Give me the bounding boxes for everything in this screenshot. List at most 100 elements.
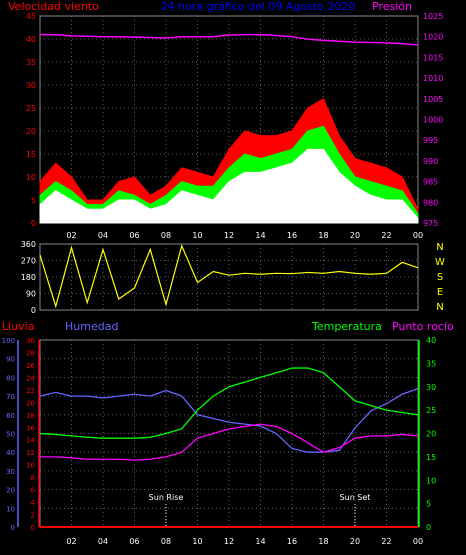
x-tick-label: 22 — [381, 231, 391, 240]
y-tick-label: 0 — [11, 524, 15, 532]
y-tick-label: 20 — [26, 127, 36, 136]
x-tick-label: 16 — [287, 537, 297, 546]
pressure-line — [40, 33, 419, 46]
y-tick-label: 16 — [26, 424, 35, 432]
y-tick-label: 0 — [426, 523, 431, 532]
wind-speed-label: Velocidad viento — [8, 0, 99, 13]
compass-label: S — [437, 272, 443, 283]
y-tick-label: 20 — [26, 399, 35, 407]
y-tick-label: 14 — [26, 437, 35, 445]
y-tick-label: 24 — [26, 374, 35, 382]
x-tick-label: 20 — [350, 537, 360, 546]
y-tick-label: 5 — [31, 196, 36, 205]
temp-humidity-panel: 0102030405060708090100024681012141618202… — [2, 336, 437, 546]
x-tick-label: 12 — [224, 537, 234, 546]
x-tick-label: 00 — [413, 231, 423, 240]
y-tick-label: 22 — [26, 387, 35, 395]
y-tick-label: 1000 — [423, 116, 443, 125]
y-tick-label: 35 — [26, 58, 36, 67]
y-tick-label: 30 — [26, 337, 35, 345]
y-tick-label: 1010 — [423, 74, 443, 83]
x-tick-label: 14 — [255, 537, 265, 546]
y-tick-label: 80 — [6, 374, 15, 382]
x-tick-label: 22 — [381, 537, 391, 546]
y-tick-label: 26 — [26, 362, 35, 370]
y-tick-label: 1015 — [423, 53, 443, 62]
compass-label: N — [436, 242, 443, 253]
y-tick-label: 270 — [21, 257, 36, 266]
y-tick-label: 360 — [21, 240, 36, 249]
y-tick-label: 40 — [6, 449, 15, 457]
x-tick-label: 06 — [129, 231, 139, 240]
y-tick-label: 980 — [423, 198, 438, 207]
y-tick-label: 10 — [26, 173, 36, 182]
y-tick-label: 10 — [426, 476, 436, 485]
chart-title: 24 hora gráfico del 09 Agosto 2020 — [161, 0, 356, 13]
humidity-label: Humedad — [65, 320, 118, 333]
x-tick-label: 02 — [66, 537, 76, 546]
y-tick-label: 15 — [426, 453, 436, 462]
x-tick-label: 10 — [192, 537, 202, 546]
y-tick-label: 6 — [31, 487, 36, 495]
y-tick-label: 985 — [423, 178, 438, 187]
y-tick-label: 25 — [26, 104, 36, 113]
y-tick-label: 10 — [26, 462, 35, 470]
y-tick-label: 995 — [423, 136, 438, 145]
y-tick-label: 50 — [6, 431, 15, 439]
x-tick-label: 00 — [413, 537, 423, 546]
y-tick-label: 1020 — [423, 33, 443, 42]
dew-point-label: Punto rocío — [392, 320, 454, 333]
wind-pressure-panel: 0510152025303540459759809859909951000100… — [26, 12, 444, 240]
series-line-humedad-0 — [39, 388, 419, 453]
y-tick-label: 70 — [6, 393, 15, 401]
temperature-label: Temperatura — [311, 320, 382, 333]
x-tick-label: 14 — [255, 231, 265, 240]
y-tick-label: 15 — [26, 150, 36, 159]
y-tick-label: 12 — [26, 449, 35, 457]
y-tick-label: 90 — [6, 356, 15, 364]
y-tick-label: 35 — [426, 359, 436, 368]
y-tick-label: 30 — [426, 383, 436, 392]
compass-label: W — [435, 257, 445, 268]
rain-label: Lluvia — [2, 320, 34, 333]
y-tick-label: 0 — [31, 219, 36, 228]
y-tick-label: 990 — [423, 157, 438, 166]
x-tick-label: 10 — [192, 231, 202, 240]
y-tick-label: 8 — [31, 474, 35, 482]
x-tick-label: 12 — [224, 231, 234, 240]
y-tick-label: 60 — [6, 412, 15, 420]
y-tick-label: 1005 — [423, 95, 443, 104]
y-tick-label: 30 — [6, 468, 15, 476]
y-tick-label: 0 — [31, 524, 35, 532]
y-tick-label: 0 — [31, 306, 36, 315]
sun-annotation: Sun Set — [340, 493, 371, 502]
y-tick-label: 100 — [2, 337, 15, 345]
x-tick-label: 04 — [98, 231, 108, 240]
y-tick-label: 90 — [26, 290, 36, 299]
x-tick-label: 18 — [318, 231, 328, 240]
x-tick-label: 06 — [129, 537, 139, 546]
y-tick-label: 30 — [26, 81, 36, 90]
y-tick-label: 45 — [26, 12, 36, 21]
y-tick-label: 4 — [31, 499, 36, 507]
x-tick-label: 20 — [350, 231, 360, 240]
pressure-label: Presión — [372, 0, 412, 13]
y-tick-label: 40 — [26, 35, 36, 44]
y-tick-label: 20 — [6, 487, 15, 495]
x-tick-label: 04 — [98, 537, 108, 546]
y-tick-label: 2 — [31, 512, 35, 520]
compass-label: E — [437, 287, 443, 298]
wind-series-area-2 — [39, 148, 419, 224]
y-tick-label: 180 — [21, 273, 36, 282]
wind-direction-line — [39, 244, 419, 309]
y-tick-label: 20 — [426, 430, 436, 439]
y-tick-label: 5 — [426, 500, 431, 509]
compass-label: N — [436, 302, 443, 313]
x-tick-label: 18 — [318, 537, 328, 546]
y-tick-label: 1025 — [423, 12, 443, 21]
x-tick-label: 16 — [287, 231, 297, 240]
y-tick-label: 25 — [426, 406, 436, 415]
sun-annotation: Sun Rise — [149, 493, 184, 502]
